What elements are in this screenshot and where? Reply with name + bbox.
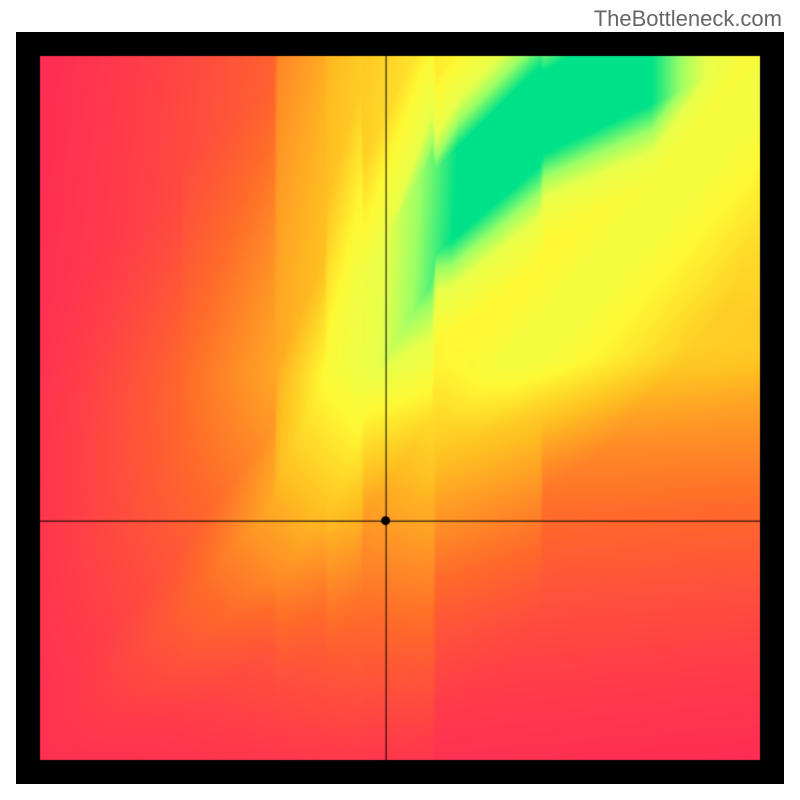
chart-frame [16,32,784,784]
bottleneck-heatmap [16,32,784,784]
watermark-text: TheBottleneck.com [594,6,782,32]
